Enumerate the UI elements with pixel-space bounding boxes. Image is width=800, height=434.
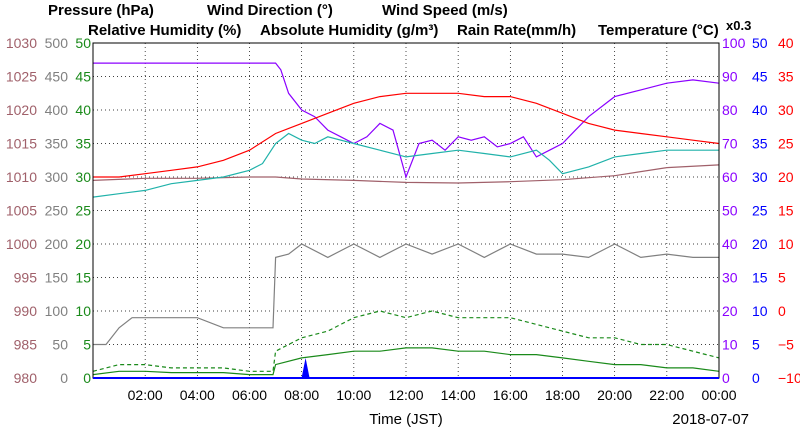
y-tick-label-rain-rate: 5 <box>752 337 760 353</box>
y-tick-label-rain-rate: 25 <box>752 203 768 219</box>
series-line-relative-humidity <box>93 62 720 179</box>
y-tick-label-pressure: 985 <box>14 337 38 353</box>
y-tick-label-temperature: 25 <box>778 136 794 152</box>
y-tick-label-pressure: 980 <box>14 370 38 386</box>
x-tick-label: 04:00 <box>180 387 215 403</box>
y-tick-label-pressure: 1010 <box>6 169 37 185</box>
y-tick-label-relative-humidity: 90 <box>722 69 738 85</box>
y-tick-label-wind-direction: 350 <box>45 136 69 152</box>
y-tick-label-wind-direction: 150 <box>45 270 69 286</box>
date-label: 2018-07-07 <box>672 411 749 428</box>
legend-absolute-humidity: Absolute Humidity (g/m³) <box>260 22 439 39</box>
y-tick-label-temperature: 35 <box>778 69 794 85</box>
legend-row-1: Pressure (hPa) Wind Direction (°) Wind S… <box>0 2 800 22</box>
series-line-pressure-hpa <box>92 164 720 184</box>
y-tick-label-temperature: −10 <box>778 370 800 386</box>
y-tick-label-wind-speed: 30 <box>75 169 91 185</box>
y-tick-label-temperature: 20 <box>778 169 794 185</box>
x-tick-label: 22:00 <box>649 387 684 403</box>
y-tick-label-relative-humidity: 10 <box>722 337 738 353</box>
x-tick-label: 20:00 <box>597 387 632 403</box>
y-tick-label-wind-direction: 500 <box>45 35 69 51</box>
x-axis-label: Time (JST) <box>369 411 443 428</box>
y-tick-label-rain-rate: 40 <box>752 102 768 118</box>
x-tick-label: 12:00 <box>388 387 423 403</box>
y-tick-label-rain-rate: 30 <box>752 169 768 185</box>
series-line-wind-speed-m-s-max <box>92 310 720 372</box>
x-tick-label: 06:00 <box>232 387 267 403</box>
y-tick-label-wind-speed: 45 <box>75 69 91 85</box>
y-tick-label-relative-humidity: 40 <box>722 236 738 252</box>
y-tick-label-wind-speed: 50 <box>75 35 91 51</box>
x-tick-label: 02:00 <box>128 387 163 403</box>
series-line-wind-speed-m-s <box>92 347 720 376</box>
y-tick-label-wind-speed: 35 <box>75 136 91 152</box>
y-tick-label-temperature: 30 <box>778 102 794 118</box>
y-tick-label-relative-humidity: 50 <box>722 203 738 219</box>
legend-row-2: Relative Humidity (%) Absolute Humidity … <box>0 18 800 42</box>
x-tick-label: 18:00 <box>545 387 580 403</box>
legend-temperature: Temperature (°C) <box>598 22 719 39</box>
y-tick-label-rain-rate: 20 <box>752 236 768 252</box>
y-tick-label-pressure: 990 <box>14 303 38 319</box>
y-tick-label-wind-speed: 5 <box>83 337 91 353</box>
legend-wind-direction: Wind Direction (°) <box>207 2 333 19</box>
y-tick-label-temperature: 5 <box>778 270 786 286</box>
x-tick-label: 14:00 <box>441 387 476 403</box>
y-tick-label-relative-humidity: 30 <box>722 270 738 286</box>
y-tick-label-pressure: 1030 <box>6 35 37 51</box>
y-tick-label-rain-rate: 10 <box>752 303 768 319</box>
legend-wind-speed: Wind Speed (m/s) <box>382 2 508 19</box>
y-tick-label-wind-direction: 50 <box>52 337 68 353</box>
y-tick-label-relative-humidity: 80 <box>722 102 738 118</box>
y-tick-label-wind-speed: 40 <box>75 102 91 118</box>
y-tick-label-temperature: 0 <box>778 303 786 319</box>
y-tick-label-wind-speed: 20 <box>75 236 91 252</box>
y-tick-label-wind-speed: 25 <box>75 203 91 219</box>
legend-rain-rate: Rain Rate(mm/h) <box>457 22 577 39</box>
y-tick-label-temperature: −5 <box>778 337 794 353</box>
y-tick-label-wind-speed: 0 <box>83 370 91 386</box>
y-tick-label-pressure: 1020 <box>6 102 37 118</box>
x-tick-label: 16:00 <box>493 387 528 403</box>
y-tick-label-rain-rate: 0 <box>752 370 760 386</box>
x-tick-label: 08:00 <box>284 387 319 403</box>
y-tick-label-pressure: 1005 <box>6 203 37 219</box>
y-tick-label-wind-direction: 450 <box>45 69 69 85</box>
y-tick-label-temperature: 15 <box>778 203 794 219</box>
legend-pressure: Pressure (hPa) <box>48 2 154 19</box>
y-tick-label-rain-rate: 15 <box>752 270 768 286</box>
y-tick-label-relative-humidity: 20 <box>722 303 738 319</box>
y-tick-label-rain-rate: 35 <box>752 136 768 152</box>
x-tick-label: 00:00 <box>701 387 736 403</box>
y-tick-label-wind-speed: 10 <box>75 303 91 319</box>
x-tick-label: 10:00 <box>336 387 371 403</box>
legend-multiplier: x0.3 <box>726 18 752 33</box>
y-tick-label-rain-rate: 50 <box>752 35 768 51</box>
y-tick-label-rain-rate: 45 <box>752 69 768 85</box>
y-tick-label-wind-speed: 15 <box>75 270 91 286</box>
y-tick-label-wind-direction: 200 <box>45 236 69 252</box>
series-line-temperature-c <box>93 92 720 178</box>
y-tick-label-temperature: 10 <box>778 236 794 252</box>
y-tick-label-wind-direction: 0 <box>60 370 68 386</box>
y-tick-label-relative-humidity: 0 <box>722 370 730 386</box>
rain-rate-bar <box>301 357 310 378</box>
y-tick-label-temperature: 40 <box>778 35 794 51</box>
y-tick-label-pressure: 1015 <box>6 136 37 152</box>
y-tick-label-relative-humidity: 100 <box>722 35 746 51</box>
y-tick-label-pressure: 1025 <box>6 69 37 85</box>
y-tick-label-pressure: 995 <box>14 270 38 286</box>
y-tick-label-wind-direction: 250 <box>45 203 69 219</box>
series-line-absolute-humidity-g-m <box>92 132 719 198</box>
y-tick-label-wind-direction: 100 <box>45 303 69 319</box>
y-tick-label-wind-direction: 400 <box>45 102 69 118</box>
y-tick-label-relative-humidity: 60 <box>722 169 738 185</box>
legend-relative-humidity: Relative Humidity (%) <box>88 22 242 39</box>
y-tick-label-pressure: 1000 <box>6 236 37 252</box>
series-line-wind-direction <box>93 243 719 346</box>
y-tick-label-relative-humidity: 70 <box>722 136 738 152</box>
y-tick-label-wind-direction: 300 <box>45 169 69 185</box>
